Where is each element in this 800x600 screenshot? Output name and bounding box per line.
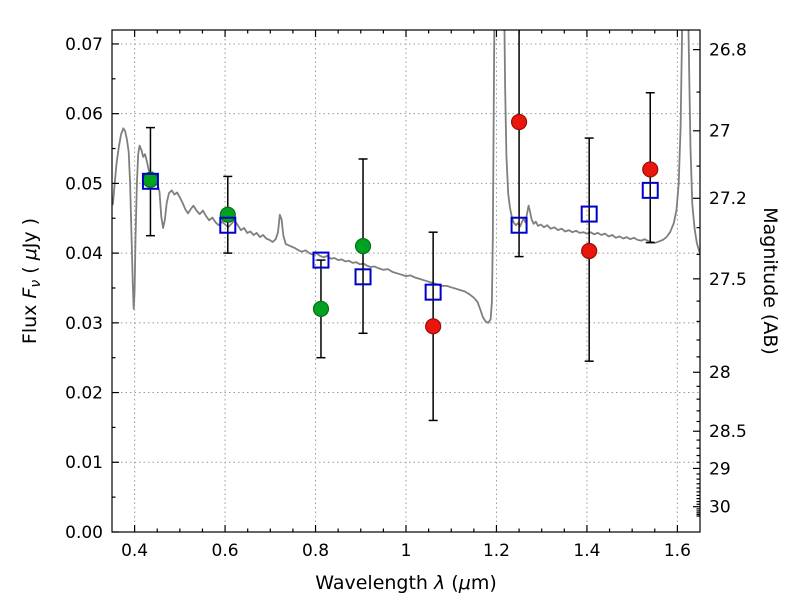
x-tick-label: 1 bbox=[401, 541, 412, 561]
model-point-square bbox=[141, 172, 159, 190]
observed-point-green bbox=[354, 238, 372, 255]
mag-tick-label: 28 bbox=[709, 363, 731, 383]
plot-area bbox=[112, 30, 700, 532]
x-tick-label: 1.4 bbox=[573, 541, 600, 561]
y2-axis-title: Magnitude (AB) bbox=[759, 207, 781, 355]
mag-tick-label: 27.2 bbox=[709, 189, 747, 209]
y-tick-label: 0.04 bbox=[65, 244, 103, 264]
model-point-square bbox=[354, 268, 372, 286]
observed-point-red bbox=[510, 113, 528, 131]
observed-point-red bbox=[581, 242, 598, 260]
mag-tick-label: 30 bbox=[709, 498, 731, 518]
y-tick-label: 0.02 bbox=[65, 384, 103, 404]
x-tick-label: 0.4 bbox=[121, 541, 148, 561]
observed-point-green bbox=[312, 300, 330, 317]
observed-point-green bbox=[219, 206, 236, 223]
model-point-square bbox=[219, 216, 237, 234]
ticks bbox=[112, 30, 700, 533]
y-tick-label: 0.00 bbox=[65, 523, 103, 543]
mag-tick-label: 28.5 bbox=[709, 422, 747, 442]
model-point-square bbox=[424, 283, 442, 301]
model-spectrum-line bbox=[112, 30, 700, 324]
grid bbox=[112, 30, 700, 532]
observed-point-red bbox=[642, 161, 659, 178]
model-point-square bbox=[510, 216, 528, 234]
x-tick-label: 0.6 bbox=[212, 541, 239, 561]
mag-tick-label: 27.5 bbox=[709, 270, 747, 290]
x-tick-label: 0.8 bbox=[302, 541, 329, 561]
x-tick-label: 1.6 bbox=[664, 541, 691, 561]
y-tick-label: 0.01 bbox=[65, 453, 103, 473]
observed-point-red bbox=[425, 318, 442, 335]
mag-tick-label: 29 bbox=[709, 459, 731, 479]
y-tick-label: 0.05 bbox=[65, 174, 103, 194]
model-point-square bbox=[312, 251, 330, 269]
mag-tick-label: 27 bbox=[709, 122, 731, 142]
model-point-square bbox=[580, 205, 598, 223]
mag-tick-label: 26.8 bbox=[709, 41, 747, 61]
model-point-square bbox=[641, 181, 659, 199]
y-tick-label: 0.06 bbox=[65, 105, 103, 125]
y-tick-label: 0.07 bbox=[65, 35, 103, 55]
x-tick-label: 1.2 bbox=[483, 541, 510, 561]
x-axis-title: Wavelength λ (μm) bbox=[315, 572, 496, 594]
y-tick-label: 0.03 bbox=[65, 314, 103, 334]
y-axis-title: Flux Fν ( μJy ) bbox=[19, 218, 44, 344]
